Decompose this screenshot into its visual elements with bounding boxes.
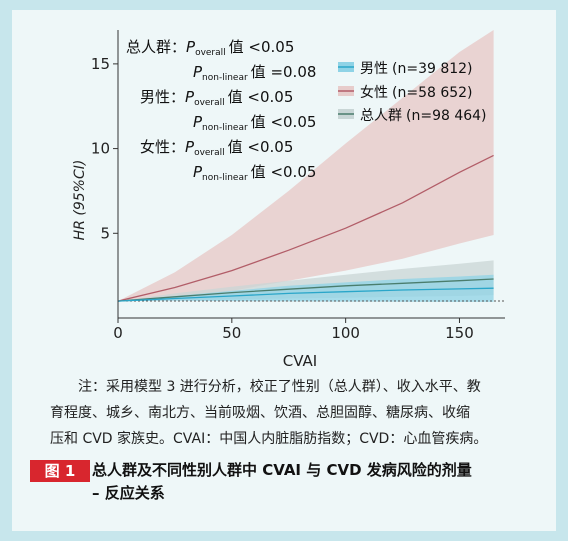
p-female-overall: 女性：Poverall 值 <0.05 — [140, 138, 293, 158]
p-female-nonlinear: Pnon-linear 值 <0.05 — [193, 163, 316, 183]
ticks: 0 50 100 150 5 10 15 — [91, 55, 474, 342]
y-tick-label: 5 — [100, 224, 110, 242]
caption-line-1: 总人群及不同性别人群中 CVAI 与 CVD 发病风险的剂量 — [92, 461, 472, 479]
p-total-nonlinear: Pnon-linear 值 =0.08 — [193, 63, 316, 83]
p-male-overall: 男性：Poverall 值 <0.05 — [140, 88, 293, 108]
svg-text:男性(n=39 812): 男性 (n=39 812) — [360, 61, 473, 77]
series-lines — [117, 154, 494, 302]
series-line-male — [117, 287, 494, 302]
note-line-1: 注：采用模型 3 进行分析，校正了性别（总人群）、收入水平、教 — [78, 379, 481, 395]
figure-caption: 总人群及不同性别人群中 CVAI 与 CVD 发病风险的剂量 – 反应关系 — [92, 459, 542, 505]
legend-item-female: 女性 (n=58 652) — [338, 84, 473, 101]
x-axis-label: CVAI — [283, 352, 317, 370]
legend: 男性 (n=39 812) 女性 (n=58 652) 总人群 (n=98 464) — [338, 61, 487, 124]
svg-text:女性(n=58 652): 女性 (n=58 652) — [360, 84, 473, 101]
x-tick-label: 0 — [113, 324, 123, 342]
svg-text:总人群(n=98 464): 总人群 (n=98 464) — [360, 108, 487, 124]
figure-note: 注：采用模型 3 进行分析，校正了性别（总人群）、收入水平、教 育程度、城乡、南… — [50, 374, 550, 452]
p-male-nonlinear: Pnon-linear 值 <0.05 — [193, 113, 316, 133]
y-axis-label: HR (95%CI) — [72, 160, 88, 241]
p-total-overall: 总人群：Poverall 值 <0.05 — [126, 38, 294, 58]
legend-item-total: 总人群 (n=98 464) — [338, 108, 487, 124]
legend-item-male: 男性 (n=39 812) — [338, 61, 473, 77]
axes — [117, 30, 505, 319]
y-tick-label: 15 — [91, 55, 110, 73]
p-annotations: 总人群：Poverall 值 <0.05 Pnon-linear 值 =0.08 男… — [126, 38, 316, 183]
ci-band-female — [118, 30, 494, 302]
caption-line-2: – 反应关系 — [92, 484, 165, 502]
hr-chart: 0 50 100 150 5 10 15 HR (95%CI) CVAI 总人群：Pover… — [72, 30, 505, 370]
x-tick-label: 150 — [445, 324, 474, 342]
note-line-2: 育程度、城乡、南北方、当前吸烟、饮酒、总胆固醇、糖尿病、收缩 — [50, 405, 470, 421]
x-tick-label: 100 — [331, 324, 360, 342]
figure-number-badge: 图 1 — [30, 460, 90, 482]
series-line-total — [117, 278, 494, 302]
y-tick-label: 10 — [91, 140, 110, 158]
x-tick-label: 50 — [222, 324, 241, 342]
note-line-3: 压和 CVD 家族史。CVAI：中国人内脏脂肪指数；CVD：心血管疾病。 — [50, 431, 488, 447]
series-line-female — [117, 154, 494, 302]
